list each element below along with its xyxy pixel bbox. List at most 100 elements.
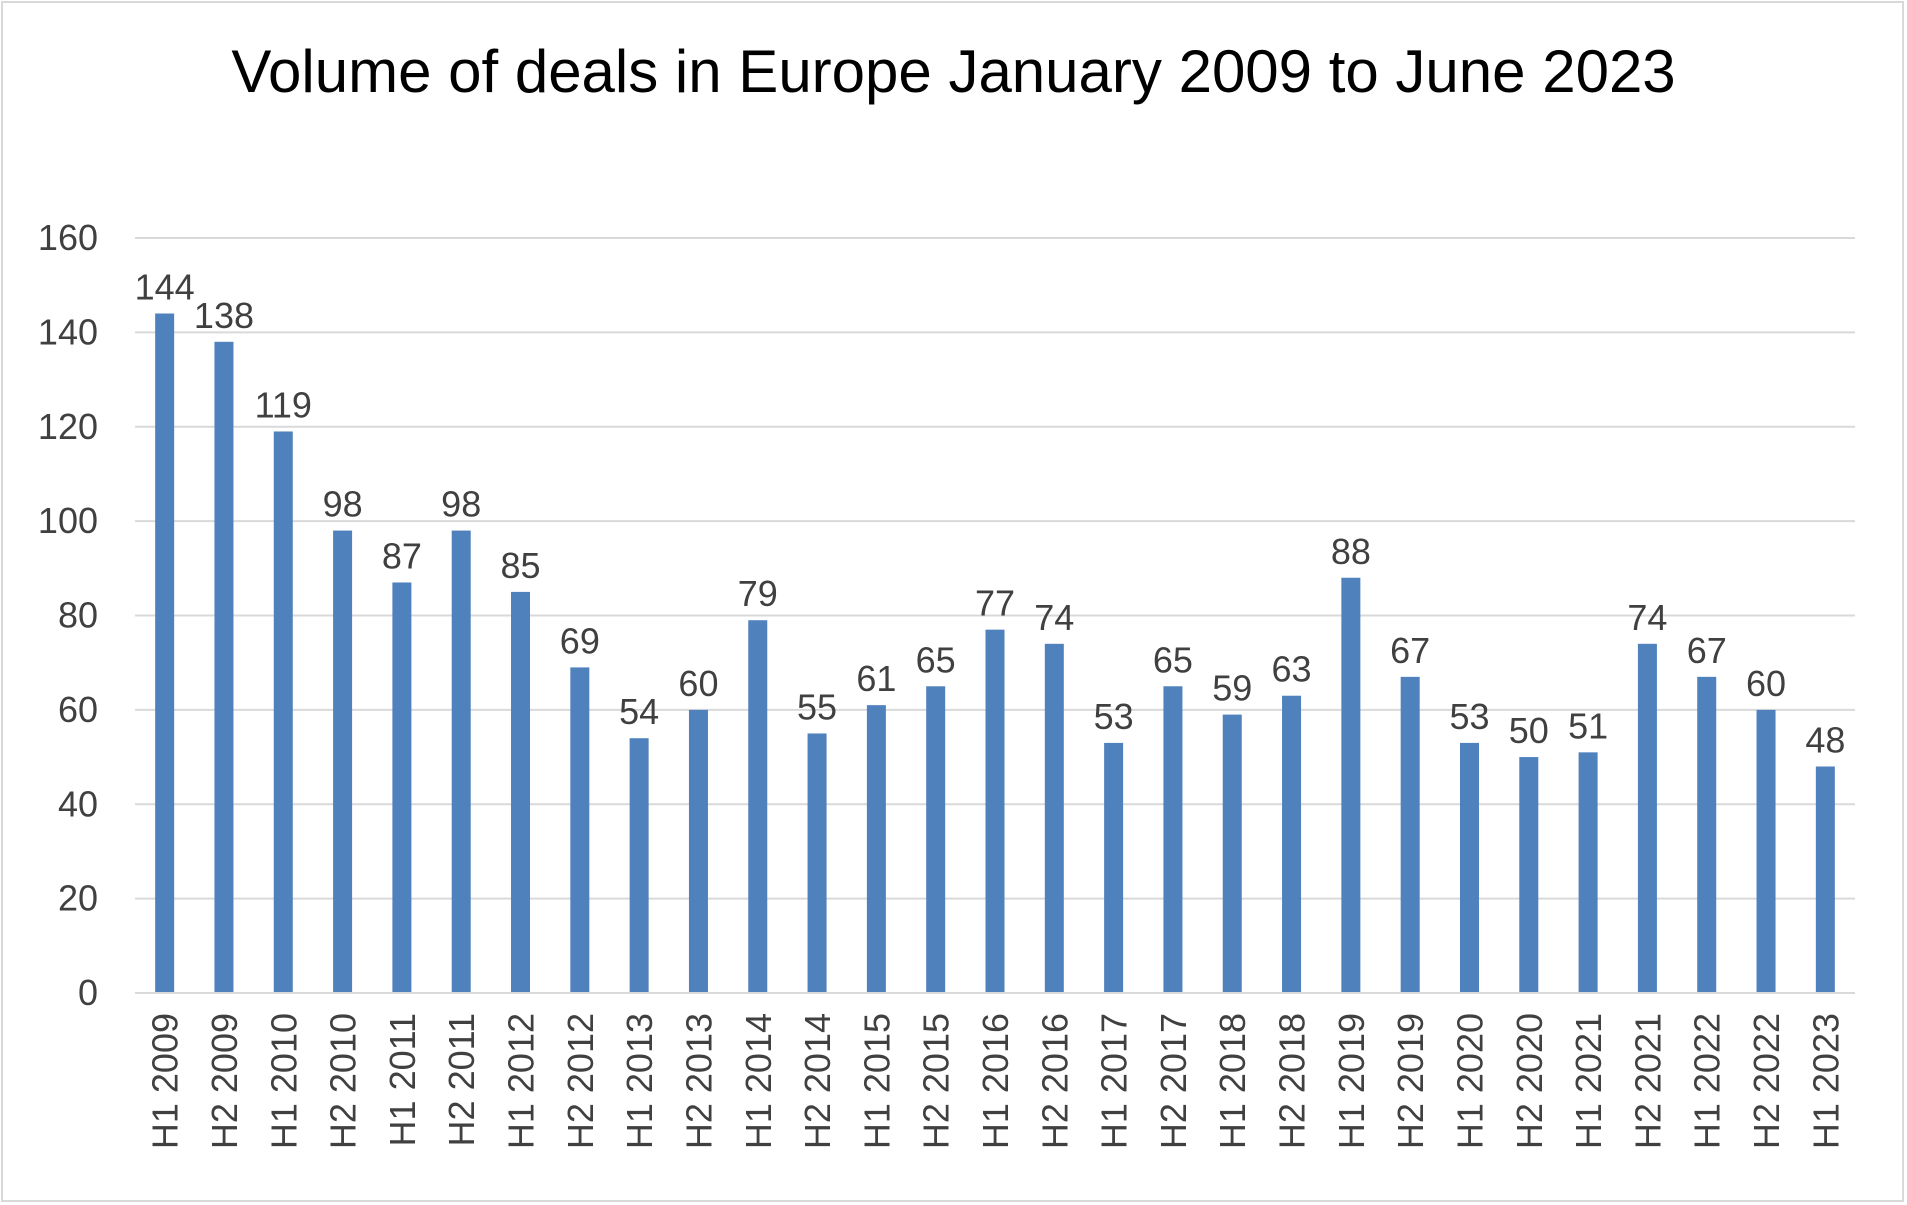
- bar: [333, 530, 353, 993]
- y-tick-label: 140: [38, 311, 98, 352]
- bar: [214, 341, 234, 993]
- bar: [1044, 643, 1064, 993]
- data-label: 74: [1627, 597, 1667, 638]
- data-label: 60: [1746, 663, 1786, 704]
- data-label: 65: [916, 639, 956, 680]
- x-tick-label: H2 2021: [1627, 1013, 1668, 1149]
- x-tick-label: H2 2017: [1153, 1013, 1194, 1149]
- bar: [748, 620, 768, 993]
- bar: [1282, 695, 1302, 993]
- x-tick-label: H1 2011: [382, 1013, 423, 1146]
- x-tick-label: H1 2015: [856, 1013, 897, 1149]
- bar: [985, 629, 1005, 993]
- x-tick-label: H2 2014: [797, 1013, 838, 1149]
- bars: [155, 313, 1835, 993]
- bar: [1697, 676, 1717, 993]
- bar: [926, 686, 946, 993]
- data-label: 74: [1034, 597, 1074, 638]
- bar: [1104, 742, 1124, 993]
- data-label: 55: [797, 686, 837, 727]
- x-tick-label: H2 2016: [1034, 1013, 1075, 1149]
- x-tick-label: H2 2018: [1272, 1013, 1313, 1149]
- y-tick-label: 60: [58, 689, 98, 730]
- data-label: 144: [135, 267, 195, 308]
- bar: [1815, 766, 1835, 993]
- data-label: 51: [1568, 705, 1608, 746]
- bar: [1637, 643, 1657, 993]
- bar: [688, 709, 708, 993]
- x-tick-label: H1 2018: [1212, 1013, 1253, 1149]
- x-tick-label: H1 2019: [1331, 1013, 1372, 1149]
- data-label: 61: [856, 658, 896, 699]
- x-tick-label: H2 2012: [560, 1013, 601, 1149]
- data-label: 87: [382, 535, 422, 576]
- y-tick-label: 100: [38, 500, 98, 541]
- x-tick-label: H1 2009: [145, 1013, 186, 1149]
- data-label: 67: [1390, 630, 1430, 671]
- data-label: 138: [194, 295, 254, 336]
- bar: [866, 705, 886, 993]
- data-label: 59: [1212, 668, 1252, 709]
- data-label: 50: [1509, 710, 1549, 751]
- data-label: 69: [560, 620, 600, 661]
- data-label: 53: [1094, 696, 1134, 737]
- y-axis-tick-labels: 0 20 40 60 80 100 120 140 160: [38, 217, 98, 1013]
- bar: [1519, 757, 1539, 993]
- data-label: 65: [1153, 639, 1193, 680]
- x-tick-label: H2 2022: [1746, 1013, 1787, 1149]
- data-label: 77: [975, 583, 1015, 624]
- bar: [155, 313, 175, 993]
- y-tick-label: 20: [58, 878, 98, 919]
- x-tick-label: H2 2019: [1390, 1013, 1431, 1149]
- x-tick-label: H1 2023: [1805, 1013, 1846, 1149]
- data-label: 53: [1449, 696, 1489, 737]
- y-tick-label: 40: [58, 783, 98, 824]
- x-tick-label: H2 2020: [1509, 1013, 1550, 1149]
- bar: [629, 738, 649, 993]
- data-label: 67: [1687, 630, 1727, 671]
- x-tick-label: H1 2010: [263, 1013, 304, 1149]
- x-tick-label: H1 2016: [975, 1013, 1016, 1149]
- data-label: 63: [1272, 649, 1312, 690]
- bar: [570, 667, 590, 993]
- y-tick-label: 120: [38, 406, 98, 447]
- x-tick-label: H1 2014: [738, 1013, 779, 1149]
- x-tick-label: H2 2009: [204, 1013, 245, 1149]
- x-tick-label: H1 2020: [1449, 1013, 1490, 1149]
- chart-title: Volume of deals in Europe January 2009 t…: [231, 38, 1676, 105]
- y-tick-label: 160: [38, 217, 98, 258]
- data-label: 54: [619, 691, 659, 732]
- x-tick-label: H1 2012: [501, 1013, 542, 1149]
- bar: [1459, 742, 1479, 993]
- bar: [1578, 752, 1598, 993]
- bar: [273, 431, 293, 993]
- bar: [392, 582, 412, 993]
- bar: [1163, 686, 1183, 993]
- bar: [511, 591, 531, 993]
- x-tick-label: H2 2010: [323, 1013, 364, 1149]
- bar: [1756, 709, 1776, 993]
- data-label: 98: [441, 484, 481, 525]
- x-tick-label: H1 2013: [619, 1013, 660, 1149]
- y-tick-label: 0: [78, 972, 98, 1013]
- x-tick-label: H2 2013: [678, 1013, 719, 1149]
- x-tick-label: H1 2017: [1094, 1013, 1135, 1149]
- data-label: 79: [738, 573, 778, 614]
- bar: [1222, 714, 1242, 993]
- data-label: 85: [500, 545, 540, 586]
- x-tick-label: H1 2022: [1687, 1013, 1728, 1149]
- data-label: 119: [255, 384, 312, 425]
- x-tick-label: H2 2011: [441, 1013, 482, 1146]
- x-tick-label: H2 2015: [916, 1013, 957, 1149]
- bar: [1400, 676, 1420, 993]
- data-label: 48: [1805, 720, 1845, 761]
- bar: [807, 733, 827, 993]
- data-label: 60: [678, 663, 718, 704]
- y-tick-label: 80: [58, 595, 98, 636]
- x-axis-tick-labels: H1 2009 H2 2009 H1 2010 H2 2010 H1 2011 H2 20…: [145, 1013, 1847, 1149]
- data-label: 98: [323, 484, 363, 525]
- data-label: 88: [1331, 531, 1371, 572]
- x-tick-label: H1 2021: [1568, 1013, 1609, 1149]
